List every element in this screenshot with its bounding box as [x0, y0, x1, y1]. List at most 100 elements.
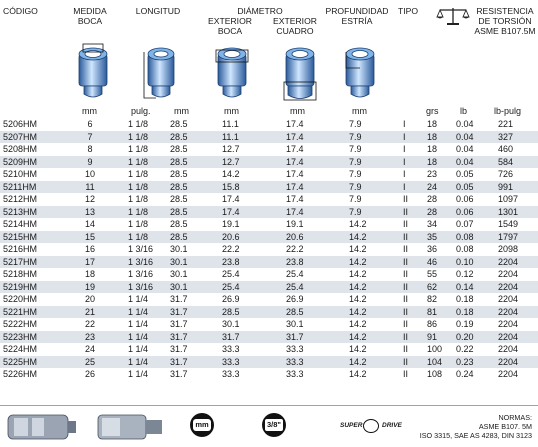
cell-lbp: 2098: [498, 244, 519, 255]
cell-grs: 86: [427, 319, 438, 330]
cell-tipo: II: [403, 256, 409, 267]
cell-est: 14.2: [349, 294, 367, 305]
cell-lbp: 2204: [498, 306, 519, 317]
cell-ext: 19.1: [222, 219, 240, 230]
cell-tipo: II: [403, 331, 409, 342]
square-drive-label: 3/8": [265, 419, 283, 431]
cell-mm: 28.5: [170, 219, 188, 230]
cell-mm: 28.5: [170, 156, 188, 167]
cell-boca: 20: [84, 294, 95, 305]
cell-lb: 0.20: [456, 331, 474, 342]
cell-in: 1 1/4: [128, 344, 149, 355]
table-row: 5223HM 23 1 1/4 31.7 31.7 31.7 14.2 II 91 0.20 220…: [0, 330, 538, 344]
cell-in: 1 1/8: [128, 194, 149, 205]
cell-code: 5217HM: [3, 256, 38, 267]
cell-tipo: II: [403, 319, 409, 330]
cell-boca: 22: [84, 319, 95, 330]
cell-ext: 17.4: [222, 206, 240, 217]
cell-lb: 0.04: [456, 131, 474, 142]
cell-grs: 28: [427, 194, 438, 205]
cell-tipo: I: [403, 156, 406, 167]
cell-est: 7.9: [349, 194, 362, 205]
cell-lbp: 2204: [498, 331, 519, 342]
cell-cua: 17.4: [286, 206, 304, 217]
table-row: 5209HM 9 1 1/8 28.5 12.7 17.4 7.9 I 18 0.04 584: [0, 155, 538, 169]
cell-lbp: 1797: [498, 231, 519, 242]
cell-in: 1 3/16: [128, 281, 154, 292]
header-ext-cuadro-line1: EXTERIOR: [273, 16, 317, 26]
cell-est: 14.2: [349, 331, 367, 342]
socket-diagram-medida: [78, 43, 108, 98]
cell-code: 5225HM: [3, 356, 38, 367]
table-row: 5212HM 12 1 1/8 28.5 17.4 17.4 7.9 II 28 0.06 1097: [0, 193, 538, 206]
cell-est: 14.2: [349, 219, 367, 230]
cell-grs: 82: [427, 294, 438, 305]
cell-boca: 25: [84, 356, 95, 367]
header-res-line2: DE TORSIÓN: [478, 16, 532, 26]
cell-code: 5213HM: [3, 206, 38, 217]
cell-cua: 19.1: [286, 219, 304, 230]
socket-end-icon: [97, 414, 162, 440]
cell-grs: 18: [427, 156, 438, 167]
cell-mm: 28.5: [170, 231, 188, 242]
cell-est: 14.2: [349, 344, 367, 355]
cell-lb: 0.08: [456, 231, 474, 242]
cell-grs: 104: [427, 356, 443, 367]
cell-code: 5220HM: [3, 294, 38, 305]
cell-lb: 0.18: [456, 294, 474, 305]
cell-in: 1 1/8: [128, 131, 149, 142]
header-exterior-cuadro: EXTERIOR CUADRO: [268, 16, 322, 36]
header-medida-boca: MEDIDA BOCA: [68, 6, 112, 26]
cell-cua: 17.4: [286, 144, 304, 155]
table-row: 5213HM 13 1 1/8 28.5 17.4 17.4 7.9 II 28 0.06 1301: [0, 205, 538, 219]
cell-tipo: II: [403, 306, 409, 317]
cell-lb: 0.07: [456, 219, 474, 230]
cell-tipo: II: [403, 244, 409, 255]
socket-side-icon: [7, 414, 76, 440]
cell-lb: 0.05: [456, 181, 474, 192]
cell-ext: 23.8: [222, 256, 240, 267]
cell-ext: 33.3: [222, 356, 240, 367]
cell-lbp: 221: [498, 119, 514, 129]
scale-icon: [436, 8, 470, 25]
cell-lbp: 2204: [498, 319, 519, 330]
cell-code: 5212HM: [3, 194, 38, 205]
header-prof-line1: PROFUNDIDAD: [325, 6, 389, 16]
cell-cua: 22.2: [286, 244, 304, 255]
header-ext-cuadro-line2: CUADRO: [276, 26, 314, 36]
cell-cua: 25.4: [286, 281, 304, 292]
table-row: 5218HM 18 1 3/16 30.1 25.4 25.4 14.2 II 55 0.12 22…: [0, 268, 538, 281]
cell-grs: 35: [427, 231, 438, 242]
cell-cua: 26.9: [286, 294, 304, 305]
cell-lbp: 2204: [498, 281, 519, 292]
table-row: 5225HM 25 1 1/4 31.7 33.3 33.3 14.2 II 104 0.23 22…: [0, 355, 538, 369]
hex-socket-icon: mm: [190, 413, 214, 437]
cell-cua: 33.3: [286, 356, 304, 367]
normas: NORMAS: ASME B107. 5M ISO 3315, SAE AS 4…: [420, 413, 532, 440]
header-prof-line2: ESTRÍA: [341, 16, 373, 26]
cell-grs: 23: [427, 169, 438, 180]
cell-est: 7.9: [349, 181, 362, 192]
cell-grs: 18: [427, 144, 438, 155]
cell-tipo: II: [403, 231, 409, 242]
socket-diagram-longitud: [143, 47, 175, 99]
cell-code: 5207HM: [3, 131, 38, 142]
cell-code: 5210HM: [3, 169, 38, 180]
cell-boca: 26: [84, 369, 95, 380]
unit-lb: lb: [460, 106, 468, 116]
cell-lb: 0.14: [456, 281, 474, 292]
cell-in: 1 1/8: [128, 119, 149, 129]
brand-circle: [363, 419, 379, 433]
cell-ext: 20.6: [222, 231, 240, 242]
cell-cua: 23.8: [286, 256, 304, 267]
cell-lbp: 726: [498, 169, 514, 180]
cell-boca: 16: [84, 244, 95, 255]
cell-grs: 18: [427, 131, 438, 142]
cell-tipo: II: [403, 269, 409, 280]
cell-est: 14.2: [349, 281, 367, 292]
header-tipo: TIPO: [397, 6, 419, 16]
cell-code: 5208HM: [3, 144, 38, 155]
cell-est: 14.2: [349, 256, 367, 267]
socket-diagram-exterior-boca: [215, 47, 249, 98]
cell-tipo: II: [403, 219, 409, 230]
